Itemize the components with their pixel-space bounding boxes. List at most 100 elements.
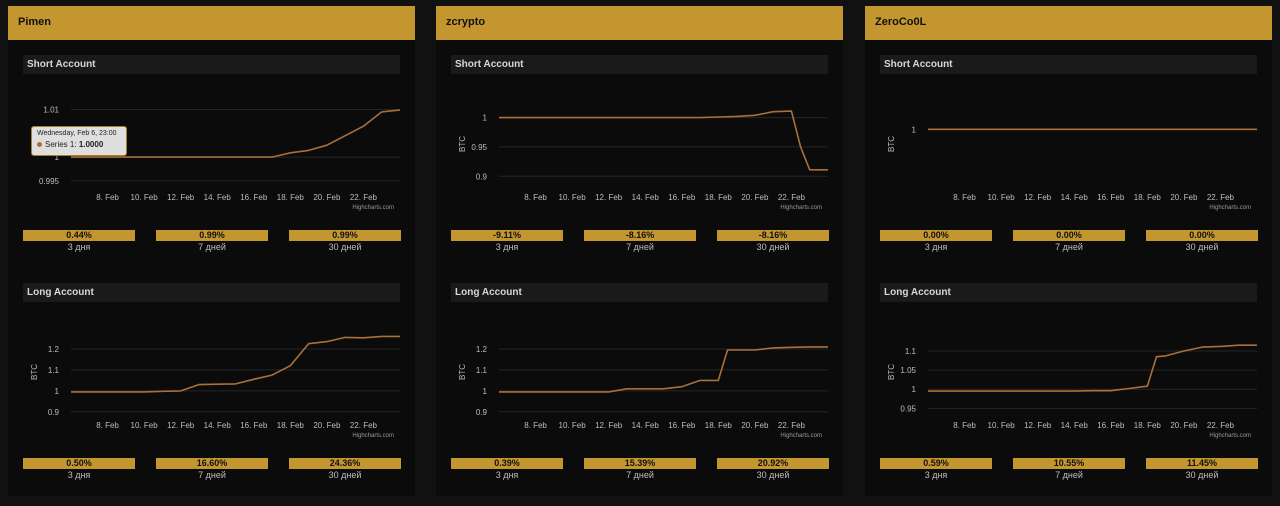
account-header: zcrypto [436, 6, 843, 40]
x-tick-label: 22. Feb [1207, 193, 1235, 202]
y-axis-label: BTC [887, 136, 896, 152]
highcharts-credit: Highcharts.com [1209, 433, 1251, 439]
stat-3-days: 0.00% 3 дня [880, 230, 992, 254]
stat-30-days: 0.00% 30 дней [1146, 230, 1258, 254]
stat-label: 7 дней [198, 470, 226, 480]
stat-label: 30 дней [328, 470, 362, 480]
stat-30-days: 20.92% 30 дней [717, 458, 829, 482]
highcharts-credit: Highcharts.com [780, 433, 822, 439]
stat-value: 0.50% [23, 458, 135, 469]
stat-label: 7 дней [1055, 242, 1083, 252]
y-tick-label: 1 [55, 387, 60, 396]
x-tick-label: 22. Feb [778, 193, 806, 202]
stat-7-days: 10.55% 7 дней [1013, 458, 1125, 482]
y-tick-label: 1.1 [48, 366, 60, 375]
x-tick-label: 12. Feb [1024, 193, 1052, 202]
y-tick-label: 0.9 [476, 172, 488, 181]
panel-title: Long Account [451, 283, 828, 302]
x-tick-label: 14. Feb [1061, 421, 1089, 430]
stat-value: -8.16% [717, 230, 829, 241]
y-tick-label: 1.01 [43, 106, 59, 115]
x-tick-label: 8. Feb [96, 193, 119, 202]
stat-value: 0.44% [23, 230, 135, 241]
tooltip-date: Wednesday, Feb 6, 23:00 [37, 130, 117, 137]
y-tick-label: 1.2 [48, 345, 60, 354]
series-line [499, 346, 828, 393]
y-tick-label: 1 [912, 125, 917, 134]
y-tick-label: 0.95 [900, 404, 916, 413]
x-tick-label: 12. Feb [595, 421, 623, 430]
short-account-panel: Short Account 1 BTC 8. Feb 10. Feb 12. Feb 14… [865, 40, 1272, 270]
stat-value: 0.59% [880, 458, 992, 469]
stat-label: 7 дней [198, 242, 226, 252]
x-tick-label: 22. Feb [778, 421, 806, 430]
stat-label: 3 дня [495, 470, 519, 480]
y-axis-label: BTC [30, 364, 39, 380]
x-tick-label: 18. Feb [277, 193, 305, 202]
account-header: Pimen [8, 6, 415, 40]
stat-label: 7 дней [626, 470, 654, 480]
y-tick-label: 0.9 [48, 408, 60, 417]
long-account-chart[interactable]: 0.95 1 1.05 1.1 BTC 8. Feb 10. Feb 12. Feb 14. F… [880, 322, 1257, 446]
y-tick-label: 1 [483, 387, 488, 396]
stat-value: 0.99% [289, 230, 401, 241]
x-tick-label: 10. Feb [559, 421, 587, 430]
short-account-chart[interactable]: 0.995 1 1.01 8. Feb 10. Feb 12. Feb 14. Feb 16.… [23, 94, 400, 218]
x-tick-label: 18. Feb [705, 421, 733, 430]
x-tick-label: 16. Feb [1097, 421, 1125, 430]
series-line [499, 110, 828, 171]
stat-value: 24.36% [289, 458, 401, 469]
stat-label: 3 дня [924, 242, 948, 252]
stat-value: -8.16% [584, 230, 696, 241]
stat-label: 7 дней [1055, 470, 1083, 480]
panel-title: Long Account [880, 283, 1257, 302]
x-tick-label: 18. Feb [1134, 193, 1162, 202]
x-tick-label: 22. Feb [350, 193, 378, 202]
series-line [71, 335, 400, 393]
stat-label: 3 дня [924, 470, 948, 480]
y-tick-label: 0.95 [471, 143, 487, 152]
account-column-pimen: Pimen Short Account 0.995 1 1.01 8. Feb 10. … [8, 6, 415, 496]
y-tick-label: 0.995 [39, 177, 60, 186]
y-tick-label: 1.1 [905, 347, 917, 356]
x-tick-label: 10. Feb [988, 193, 1016, 202]
long-account-chart[interactable]: 0.9 1 1.1 1.2 BTC 8. Feb 10. Feb 12. Feb 14. Feb… [23, 322, 400, 446]
stat-value: 10.55% [1013, 458, 1125, 469]
stat-value: 16.60% [156, 458, 268, 469]
stat-30-days: -8.16% 30 дней [717, 230, 829, 254]
x-tick-label: 10. Feb [988, 421, 1016, 430]
y-tick-label: 1 [55, 153, 60, 162]
short-account-chart[interactable]: 0.9 0.95 1 BTC 8. Feb 10. Feb 12. Feb 14. Feb 16… [451, 94, 828, 218]
x-tick-label: 20. Feb [741, 193, 769, 202]
highcharts-credit: Highcharts.com [1209, 205, 1251, 211]
stat-value: 0.00% [880, 230, 992, 241]
panel-title: Long Account [23, 283, 400, 302]
stat-7-days: -8.16% 7 дней [584, 230, 696, 254]
stat-value: 20.92% [717, 458, 829, 469]
stat-label: 30 дней [328, 242, 362, 252]
account-header: ZeroCo0L [865, 6, 1272, 40]
series-dot-icon [37, 142, 42, 148]
stat-label: 30 дней [756, 470, 790, 480]
x-tick-label: 14. Feb [632, 193, 660, 202]
stat-7-days: 16.60% 7 дней [156, 458, 268, 482]
x-tick-label: 8. Feb [953, 421, 976, 430]
y-tick-label: 1 [912, 385, 917, 394]
stat-3-days: 0.50% 3 дня [23, 458, 135, 482]
y-axis-label: BTC [887, 364, 896, 380]
stat-value: 11.45% [1146, 458, 1258, 469]
x-tick-label: 20. Feb [1170, 421, 1198, 430]
stat-7-days: 0.99% 7 дней [156, 230, 268, 254]
x-tick-label: 12. Feb [167, 193, 195, 202]
short-account-chart[interactable]: 1 BTC 8. Feb 10. Feb 12. Feb 14. Feb 16. Feb 18… [880, 94, 1257, 218]
x-tick-label: 12. Feb [595, 193, 623, 202]
y-tick-label: 1.2 [476, 345, 488, 354]
stat-label: 3 дня [67, 470, 91, 480]
x-tick-label: 8. Feb [524, 193, 547, 202]
x-tick-label: 12. Feb [1024, 421, 1052, 430]
y-axis-label: BTC [458, 364, 467, 380]
highcharts-credit: Highcharts.com [352, 205, 394, 211]
long-account-chart[interactable]: 0.9 1 1.1 1.2 BTC 8. Feb 10. Feb 12. Feb 14. Feb… [451, 322, 828, 446]
x-tick-label: 22. Feb [1207, 421, 1235, 430]
highcharts-credit: Highcharts.com [780, 205, 822, 211]
